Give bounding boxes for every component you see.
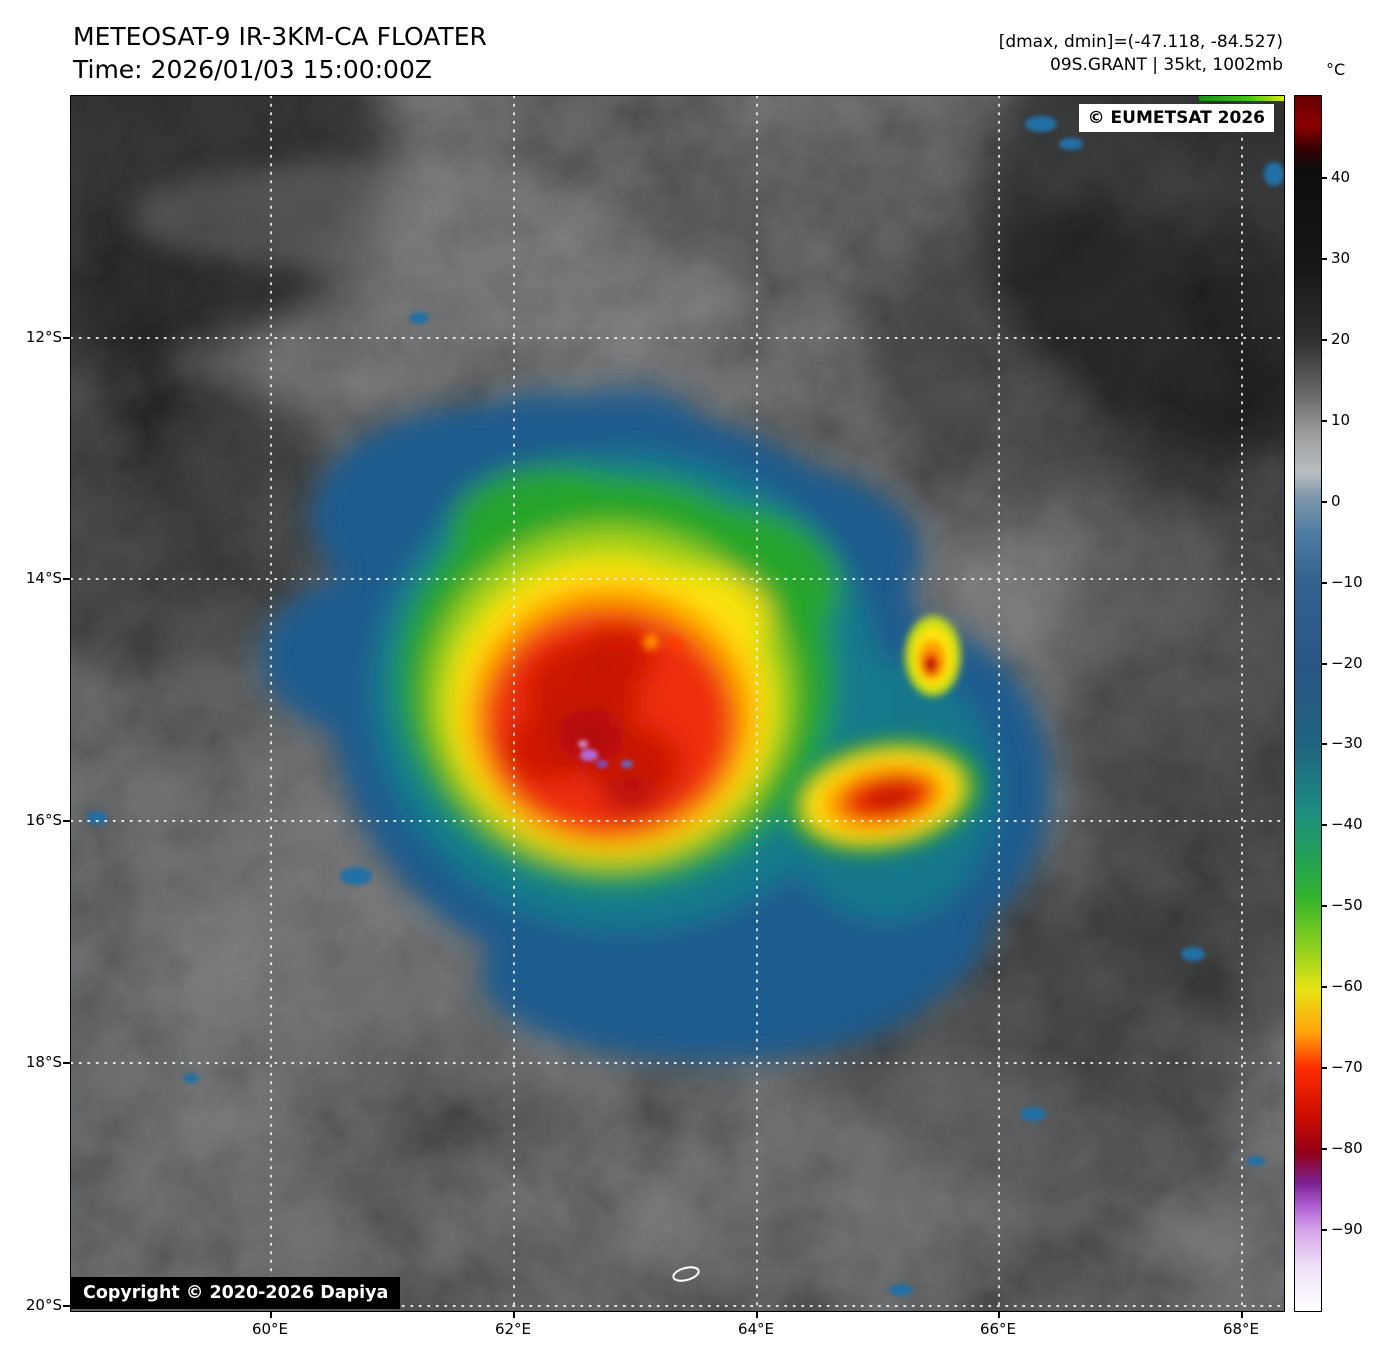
lon-axis-label: 60°E [251,1320,289,1338]
timestamp-label: Time: 2026/01/03 15:00:00Z [73,55,432,84]
colorbar-tick [1321,905,1327,907]
colorbar-tick [1321,420,1327,422]
colorbar-tick-label: −20 [1331,654,1363,672]
colorbar-tick [1321,824,1327,826]
lon-axis-tick [998,1311,1000,1318]
lon-axis-tick [1241,1311,1243,1318]
info-block: [dmax, dmin]=(-47.118, -84.527) 09S.GRAN… [999,31,1283,77]
colorbar-tick-label: −30 [1331,734,1363,752]
copyright-badge: Copyright © 2020-2026 Dapiya [71,1277,401,1309]
colorbar-tick-label: −60 [1331,977,1363,995]
colorbar-tick [1321,663,1327,665]
lon-axis-tick [756,1311,758,1318]
colorbar-tick-label: −40 [1331,815,1363,833]
colorbar-tick-label: −70 [1331,1058,1363,1076]
secondary-convection-blob [784,736,983,857]
page-title: METEOSAT-9 IR-3KM-CA FLOATER [73,22,487,51]
dmax-dmin-label: [dmax, dmin]=(-47.118, -84.527) [998,32,1283,52]
lon-axis-tick [513,1311,515,1318]
eumetsat-badge: © EUMETSAT 2026 [1078,104,1274,132]
colorbar [1294,95,1322,1312]
lon-axis-label: 68°E [1222,1320,1260,1338]
colorbar-tick-label: −80 [1331,1139,1363,1157]
lat-axis-tick [63,578,70,580]
lat-axis-label: 16°S [25,811,62,829]
colorbar-tick-label: −50 [1331,896,1363,914]
colorbar-tick [1321,1148,1327,1150]
small-hot-tower [643,616,961,696]
colorbar-tick [1321,177,1327,179]
colorbar-tick [1321,339,1327,341]
header-block: METEOSAT-9 IR-3KM-CA FLOATER Time: 2026/… [73,20,487,86]
lat-axis-label: 12°S [25,328,62,346]
colorbar-tick-label: −90 [1331,1220,1363,1238]
cyclone-cloud-mass [261,386,1051,1061]
colorbar-tick-label: 20 [1331,330,1351,348]
colorbar-tick [1321,501,1327,503]
storm-info-label: 09S.GRANT | 35kt, 1002mb [1050,55,1283,75]
colorbar-tick-label: 40 [1331,168,1351,186]
lat-axis-tick [63,337,70,339]
lat-axis-label: 14°S [25,569,62,587]
colorbar-tick [1321,1067,1327,1069]
map-plot: © EUMETSAT 2026 Copyright © 2020-2026 Da… [70,95,1285,1312]
lon-axis-label: 66°E [979,1320,1017,1338]
lon-axis-label: 64°E [737,1320,775,1338]
colorbar-tick-label: −10 [1331,573,1363,591]
lon-axis-tick [270,1311,272,1318]
cold-cloud-specks [87,116,1284,1296]
colorbar-tick [1321,743,1327,745]
colorbar-unit: °C [1326,60,1346,79]
lat-axis-tick [63,820,70,822]
colorbar-tick [1321,1229,1327,1231]
lat-axis-tick [63,1305,70,1307]
colorbar-tick-label: 0 [1331,492,1341,510]
lat-axis-label: 20°S [25,1296,62,1314]
lat-axis-tick [63,1062,70,1064]
extreme-cold-pixels [578,740,633,768]
colorbar-tick [1321,582,1327,584]
coastline-contour [672,1266,700,1282]
graticule-gridlines [71,96,1284,1311]
dark-cloud-regions [71,96,1284,1176]
satellite-scene [71,96,1284,1311]
colorbar-tick-label: 10 [1331,411,1351,429]
lon-axis-label: 62°E [494,1320,532,1338]
colorbar-tick [1321,986,1327,988]
colorbar-artifact-strip [1199,96,1284,101]
lat-axis-label: 18°S [25,1053,62,1071]
colorbar-tick-label: 30 [1331,249,1351,267]
colorbar-tick [1321,258,1327,260]
